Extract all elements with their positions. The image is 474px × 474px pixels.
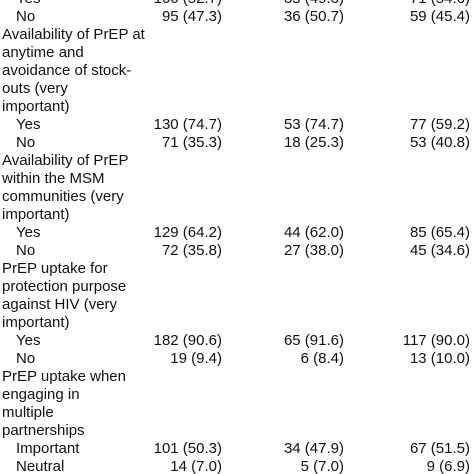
row-label: Yes <box>16 116 41 133</box>
cell: 85 (65.4) <box>409 224 470 241</box>
cell: 9 (6.9) <box>426 458 470 474</box>
row-label: No <box>16 350 36 367</box>
cell: 53 (74.7) <box>283 116 344 133</box>
cell: 130 (74.7) <box>153 116 222 133</box>
cell: 71 (54.6) <box>410 0 470 8</box>
cell: 34 (47.9) <box>283 440 344 457</box>
cell: 36 (50.7) <box>283 8 344 25</box>
group-label: partnerships <box>2 422 85 439</box>
cell: 71 (35.3) <box>161 134 222 151</box>
group-label: within the MSM <box>2 170 105 187</box>
cell: 101 (50.3) <box>153 440 222 457</box>
cell: 18 (25.3) <box>283 134 344 151</box>
group-label: PrEP uptake for <box>2 260 108 277</box>
cell: 95 (47.3) <box>161 8 222 25</box>
group-label: avoidance of stock- <box>2 62 132 79</box>
cell: 6 (8.4) <box>300 350 344 367</box>
row-label: Neutral <box>16 458 65 474</box>
row-label: Yes <box>16 0 40 8</box>
cell: 65 (91.6) <box>283 332 344 349</box>
row-label: No <box>16 8 36 25</box>
cell: 5 (7.0) <box>300 458 344 474</box>
group-label: engaging in <box>2 386 80 403</box>
cell: 13 (10.0) <box>409 350 470 367</box>
cell: 35 (49.3) <box>284 0 344 8</box>
group-label: outs (very <box>2 80 68 97</box>
row-label: Yes <box>16 224 41 241</box>
group-label: Availability of PrEP at <box>2 26 145 43</box>
cell: 67 (51.5) <box>409 440 470 457</box>
cell: 77 (59.2) <box>409 116 470 133</box>
row-label: Important <box>16 440 80 457</box>
cell: 106 (52.7) <box>154 0 222 8</box>
cell: 53 (40.8) <box>409 134 470 151</box>
cell: 72 (35.8) <box>161 242 222 259</box>
group-label: against HIV (very <box>2 296 118 313</box>
cell: 117 (90.0) <box>402 332 470 349</box>
group-label: PrEP uptake when <box>2 368 126 385</box>
cell: 27 (38.0) <box>283 242 344 259</box>
cell: 129 (64.2) <box>153 224 222 241</box>
group-label: protection purpose <box>2 278 127 295</box>
group-label: important) <box>2 206 70 223</box>
group-label: important) <box>2 314 70 331</box>
cell: 45 (34.6) <box>409 242 470 259</box>
cell: 182 (90.6) <box>153 332 222 349</box>
group-label: communities (very <box>2 188 124 205</box>
cell: 14 (7.0) <box>170 458 222 474</box>
group-label: important) <box>2 98 70 115</box>
group-label: multiple <box>2 404 54 421</box>
group-label: Availability of PrEP <box>2 152 129 169</box>
cell: 59 (45.4) <box>409 8 470 25</box>
cell: 44 (62.0) <box>283 224 344 241</box>
row-label: Yes <box>16 332 41 349</box>
row-label: No <box>16 242 36 259</box>
cell: 19 (9.4) <box>170 350 222 367</box>
row-label: No <box>16 134 36 151</box>
group-label: anytime and <box>2 44 84 61</box>
